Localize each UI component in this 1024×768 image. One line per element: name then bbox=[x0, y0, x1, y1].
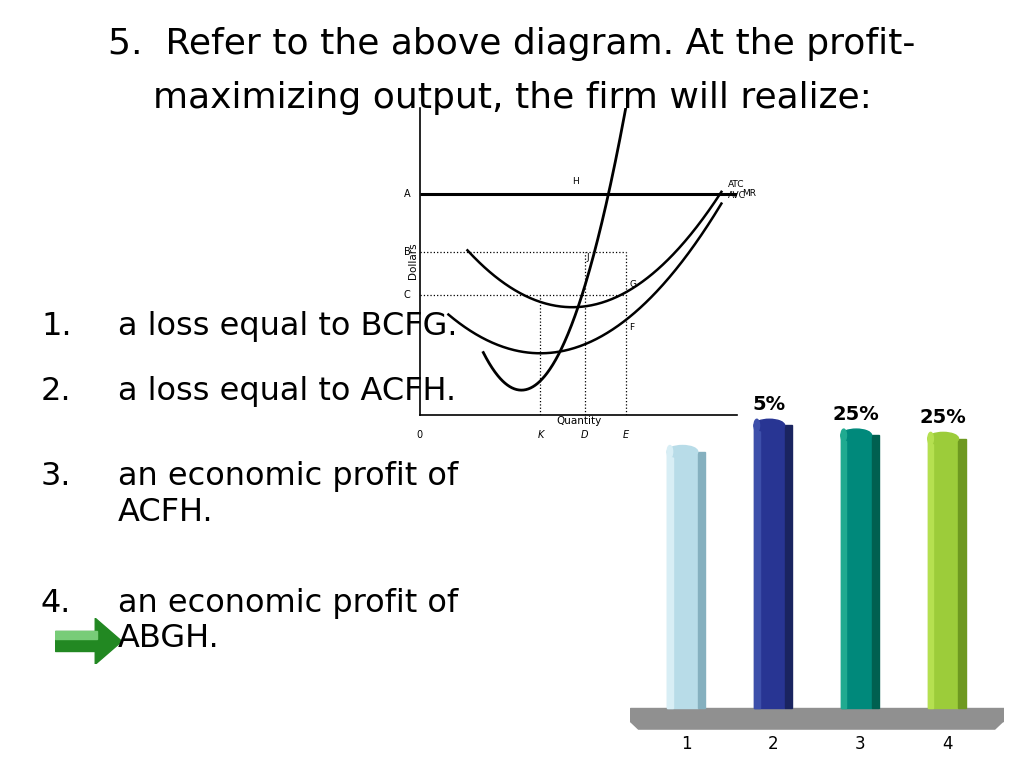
Bar bbox=[784, 425, 793, 708]
Text: H: H bbox=[571, 177, 579, 186]
Text: a loss equal to BCFG.: a loss equal to BCFG. bbox=[118, 311, 458, 342]
Bar bbox=[55, 631, 96, 639]
Text: F: F bbox=[630, 323, 635, 332]
Ellipse shape bbox=[928, 432, 934, 445]
Bar bbox=[55, 631, 96, 651]
Ellipse shape bbox=[668, 445, 673, 458]
Text: 1: 1 bbox=[681, 735, 691, 753]
Ellipse shape bbox=[928, 432, 958, 445]
Text: A: A bbox=[403, 188, 411, 199]
Text: MR: MR bbox=[742, 189, 756, 198]
Text: 2.: 2. bbox=[41, 376, 72, 407]
Bar bbox=[958, 439, 966, 708]
Bar bbox=[697, 452, 706, 708]
Ellipse shape bbox=[754, 419, 760, 432]
Bar bbox=[871, 435, 880, 708]
Text: 1.: 1. bbox=[41, 311, 72, 342]
Text: a loss equal to ACFH.: a loss equal to ACFH. bbox=[118, 376, 456, 407]
Bar bbox=[630, 708, 1004, 721]
Text: G: G bbox=[630, 280, 636, 289]
Bar bbox=[928, 439, 958, 708]
Bar bbox=[928, 439, 934, 708]
Text: maximizing output, the firm will realize:: maximizing output, the firm will realize… bbox=[153, 81, 871, 114]
Text: E: E bbox=[624, 430, 629, 440]
Bar bbox=[754, 425, 760, 708]
Text: ATC: ATC bbox=[728, 180, 744, 189]
Text: 5%: 5% bbox=[753, 395, 785, 414]
X-axis label: Quantity: Quantity bbox=[556, 416, 601, 426]
Ellipse shape bbox=[841, 429, 847, 442]
Bar bbox=[841, 435, 871, 708]
Text: B: B bbox=[403, 247, 411, 257]
Y-axis label: Dollars: Dollars bbox=[409, 243, 419, 280]
Text: D: D bbox=[582, 430, 589, 440]
Text: 25%: 25% bbox=[920, 408, 967, 427]
Polygon shape bbox=[95, 618, 122, 664]
Text: 25%: 25% bbox=[833, 405, 880, 424]
Bar bbox=[841, 435, 847, 708]
Text: 4: 4 bbox=[942, 735, 952, 753]
Text: 2: 2 bbox=[768, 735, 778, 753]
Text: 5.  Refer to the above diagram. At the profit-: 5. Refer to the above diagram. At the pr… bbox=[109, 27, 915, 61]
Bar bbox=[668, 452, 697, 708]
Bar bbox=[754, 425, 784, 708]
Text: an economic profit of
ABGH.: an economic profit of ABGH. bbox=[118, 588, 458, 654]
Text: C: C bbox=[403, 290, 411, 300]
Text: 3.: 3. bbox=[41, 461, 72, 492]
Text: J: J bbox=[587, 253, 589, 263]
Ellipse shape bbox=[841, 429, 871, 442]
Text: an economic profit of
ACFH.: an economic profit of ACFH. bbox=[118, 461, 458, 528]
Text: AVC: AVC bbox=[728, 191, 745, 200]
Ellipse shape bbox=[668, 445, 697, 458]
Text: K: K bbox=[538, 430, 544, 440]
Text: 0: 0 bbox=[417, 430, 423, 440]
Ellipse shape bbox=[754, 419, 784, 432]
Bar bbox=[668, 452, 673, 708]
Text: 4.: 4. bbox=[41, 588, 72, 618]
Text: 3: 3 bbox=[855, 735, 865, 753]
Polygon shape bbox=[630, 721, 1004, 729]
